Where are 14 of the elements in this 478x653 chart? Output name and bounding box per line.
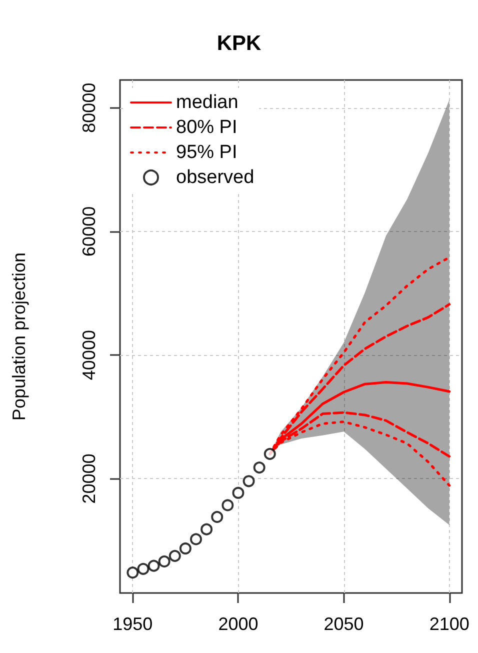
- y-axis-title: Population projection: [9, 252, 29, 421]
- y-tick-label: 20000: [79, 454, 99, 504]
- legend-label: 95% PI: [176, 142, 238, 163]
- x-tick-label: 1950: [112, 614, 153, 634]
- y-tick-label: 40000: [79, 330, 99, 380]
- y-tick-label: 80000: [79, 82, 99, 133]
- x-tick-label: 2000: [218, 614, 258, 634]
- legend-label: 80% PI: [176, 117, 238, 138]
- legend-label: observed: [176, 167, 254, 188]
- legend-label: median: [176, 92, 238, 113]
- x-tick-label: 2100: [429, 614, 470, 634]
- y-tick-label: 60000: [79, 206, 99, 256]
- x-tick-label: 2050: [324, 614, 364, 634]
- chart-title: KPK: [216, 32, 262, 55]
